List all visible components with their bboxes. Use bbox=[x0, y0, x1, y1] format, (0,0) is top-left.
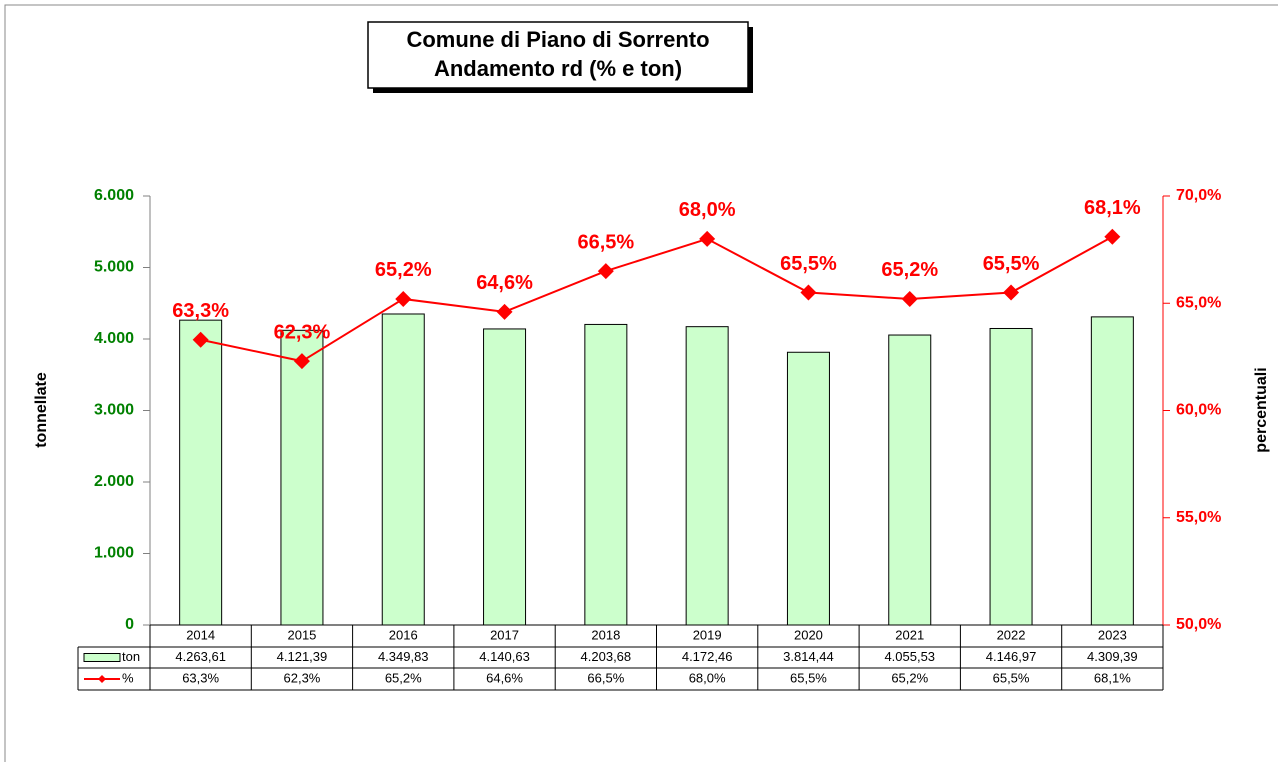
y-tick-label: 0 bbox=[125, 616, 134, 633]
x-tick-label: 2014 bbox=[186, 627, 215, 642]
title-box bbox=[367, 21, 749, 89]
table-value: 4.349,83 bbox=[378, 649, 429, 664]
y-tick-label: 4.000 bbox=[94, 330, 134, 347]
y2-tick-label: 60,0% bbox=[1176, 402, 1221, 419]
x-tick-label: 2015 bbox=[287, 627, 316, 642]
marker bbox=[597, 263, 614, 280]
marker bbox=[1003, 284, 1020, 301]
bar bbox=[280, 329, 324, 626]
bar bbox=[786, 351, 830, 626]
table-value: 4.309,39 bbox=[1087, 649, 1138, 664]
data-label: 65,2% bbox=[881, 259, 938, 281]
bar bbox=[989, 327, 1033, 626]
table-value: 3.814,44 bbox=[783, 649, 834, 664]
table-value: 68,0% bbox=[689, 670, 726, 685]
bar bbox=[179, 319, 223, 626]
y-tick-label: 1.000 bbox=[94, 545, 134, 562]
y-tick-label: 6.000 bbox=[94, 187, 134, 204]
table-value: 62,3% bbox=[284, 670, 321, 685]
table-value: 65,2% bbox=[891, 670, 928, 685]
bar bbox=[381, 313, 425, 626]
chart-subtitle: Andamento rd (% e ton) bbox=[434, 56, 682, 81]
x-tick-label: 2020 bbox=[794, 627, 823, 642]
y2-tick-label: 50,0% bbox=[1176, 616, 1221, 633]
marker bbox=[395, 290, 412, 307]
y-tick-label: 2.000 bbox=[94, 473, 134, 490]
table-value: 65,5% bbox=[993, 670, 1030, 685]
marker bbox=[1104, 228, 1121, 245]
table-value: 68,1% bbox=[1094, 670, 1131, 685]
y-tick-label: 5.000 bbox=[94, 259, 134, 276]
data-label: 63,3% bbox=[172, 300, 229, 322]
x-tick-label: 2018 bbox=[591, 627, 620, 642]
legend-label: % bbox=[122, 670, 134, 685]
y2-tick-label: 70,0% bbox=[1176, 187, 1221, 204]
legend-swatch bbox=[83, 653, 121, 662]
x-tick-label: 2016 bbox=[389, 627, 418, 642]
marker bbox=[699, 230, 716, 247]
table-value: 4.055,53 bbox=[884, 649, 935, 664]
table-value: 65,2% bbox=[385, 670, 422, 685]
marker bbox=[800, 284, 817, 301]
line bbox=[200, 235, 1113, 363]
y-axis-label: tonnellate bbox=[33, 372, 50, 448]
bar bbox=[888, 334, 932, 626]
bar bbox=[1090, 316, 1134, 626]
marker bbox=[293, 353, 310, 370]
table-value: 4.203,68 bbox=[581, 649, 632, 664]
table-value: 66,5% bbox=[587, 670, 624, 685]
bar bbox=[685, 326, 729, 626]
marker bbox=[496, 303, 513, 320]
marker bbox=[901, 290, 918, 307]
data-label: 65,5% bbox=[780, 253, 837, 275]
table-value: 4.263,61 bbox=[175, 649, 226, 664]
y-tick-label: 3.000 bbox=[94, 402, 134, 419]
bar bbox=[584, 323, 628, 626]
chart-title: Comune di Piano di Sorrento bbox=[406, 27, 709, 52]
legend-swatch bbox=[98, 675, 106, 683]
data-label: 64,6% bbox=[476, 272, 533, 294]
table-value: 4.172,46 bbox=[682, 649, 733, 664]
table-value: 4.140,63 bbox=[479, 649, 530, 664]
x-tick-label: 2019 bbox=[693, 627, 722, 642]
y2-tick-label: 55,0% bbox=[1176, 509, 1221, 526]
frame bbox=[4, 4, 1278, 762]
data-label: 68,1% bbox=[1084, 197, 1141, 219]
data-label: 66,5% bbox=[577, 231, 634, 253]
legend-label: ton bbox=[122, 649, 140, 664]
x-tick-label: 2023 bbox=[1098, 627, 1127, 642]
bar bbox=[483, 328, 527, 626]
table-value: 64,6% bbox=[486, 670, 523, 685]
table-value: 4.146,97 bbox=[986, 649, 1037, 664]
x-tick-label: 2022 bbox=[997, 627, 1026, 642]
x-tick-label: 2017 bbox=[490, 627, 519, 642]
table-value: 65,5% bbox=[790, 670, 827, 685]
y2-tick-label: 65,0% bbox=[1176, 294, 1221, 311]
data-label: 62,3% bbox=[274, 321, 331, 343]
table-value: 63,3% bbox=[182, 670, 219, 685]
x-tick-label: 2021 bbox=[895, 627, 924, 642]
table-value: 4.121,39 bbox=[277, 649, 328, 664]
data-label: 65,5% bbox=[983, 253, 1040, 275]
data-label: 68,0% bbox=[679, 199, 736, 221]
data-label: 65,2% bbox=[375, 259, 432, 281]
marker bbox=[192, 331, 209, 348]
y2-axis-label: percentuali bbox=[1253, 367, 1270, 452]
